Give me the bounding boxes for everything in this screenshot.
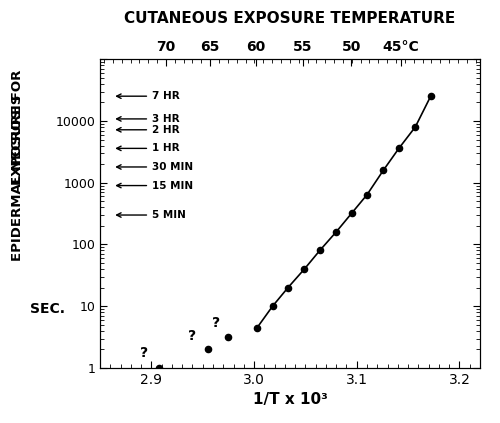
Text: SEC.: SEC. [30,302,65,316]
Point [380,167,388,173]
Text: EPIDERMAL NECROSIS: EPIDERMAL NECROSIS [11,94,24,261]
Point [363,191,371,198]
Point [412,124,420,130]
Text: 3 HR: 3 HR [152,114,180,124]
X-axis label: 1/T x 10³: 1/T x 10³ [252,393,328,407]
Point [224,333,232,340]
Point [332,228,340,235]
Text: 15 MIN: 15 MIN [152,181,194,191]
Text: ?: ? [188,330,196,343]
Point [253,324,261,331]
Text: ?: ? [212,316,220,330]
Point [348,210,356,217]
Point [316,247,324,254]
Point [284,284,292,291]
Text: 30 MIN: 30 MIN [152,162,194,172]
Point [154,365,162,371]
Point [426,93,434,99]
Text: 5 MIN: 5 MIN [152,210,186,220]
Text: 2 HR: 2 HR [152,125,180,135]
Point [300,266,308,272]
Text: 7 HR: 7 HR [152,91,180,101]
Text: ?: ? [140,346,148,360]
Text: CUTANEOUS EXPOSURE TEMPERATURE: CUTANEOUS EXPOSURE TEMPERATURE [124,11,456,25]
Text: 1 HR: 1 HR [152,143,180,154]
Point [395,145,403,152]
Point [204,346,212,353]
Text: EXPOSURE FOR: EXPOSURE FOR [11,69,24,184]
Point [268,303,276,310]
